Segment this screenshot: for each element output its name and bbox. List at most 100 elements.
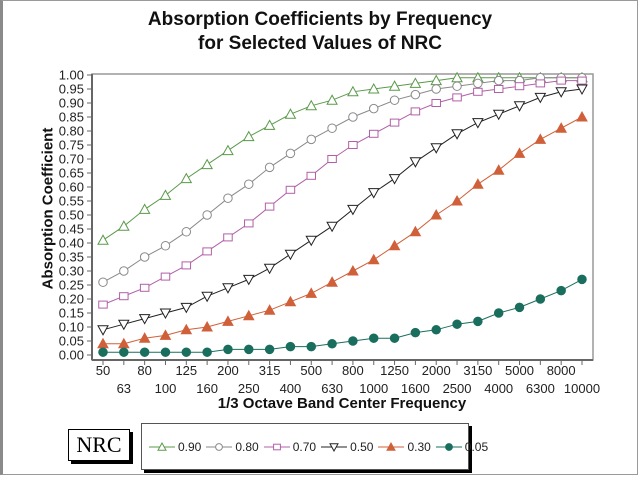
y-tick-label: 0.70 bbox=[59, 152, 84, 167]
data-point-0.05 bbox=[202, 347, 212, 357]
data-point-0.50 bbox=[347, 204, 359, 216]
legend-item: 0.90 bbox=[148, 440, 201, 454]
data-point-0.70 bbox=[348, 141, 358, 149]
data-point-0.80 bbox=[368, 103, 379, 114]
data-point-0.80 bbox=[139, 252, 150, 262]
data-point-0.90 bbox=[284, 108, 297, 119]
data-point-0.90 bbox=[97, 234, 109, 245]
data-point-0.80 bbox=[431, 84, 441, 94]
y-tick-label: 1.00 bbox=[59, 68, 84, 83]
data-point-0.70 bbox=[119, 292, 129, 301]
data-point-0.50 bbox=[388, 174, 401, 185]
data-point-0.90 bbox=[201, 158, 213, 170]
legend-marker bbox=[157, 441, 167, 451]
legend-marker-icon bbox=[149, 441, 175, 451]
chart-subtitle: for Selected Values of NRC bbox=[198, 33, 442, 54]
data-point-0.05 bbox=[139, 347, 150, 357]
legend-label: 0.05 bbox=[464, 439, 489, 454]
data-point-0.30 bbox=[409, 225, 422, 237]
data-point-0.90 bbox=[159, 189, 172, 200]
data-point-0.50 bbox=[97, 325, 109, 336]
data-point-0.30 bbox=[284, 295, 297, 307]
data-point-0.90 bbox=[263, 119, 276, 130]
data-point-0.30 bbox=[492, 164, 505, 175]
legend-marker-icon bbox=[321, 442, 348, 452]
data-point-0.70 bbox=[368, 129, 379, 138]
legend-title: NRC bbox=[68, 429, 130, 461]
data-point-0.05 bbox=[556, 285, 566, 296]
x-tick-label: 63 bbox=[117, 381, 131, 396]
data-point-0.90 bbox=[409, 77, 422, 88]
data-point-0.80 bbox=[410, 89, 421, 100]
data-point-0.50 bbox=[492, 109, 505, 121]
legend-marker bbox=[329, 442, 339, 452]
data-point-0.30 bbox=[472, 178, 484, 189]
data-point-0.80 bbox=[327, 123, 337, 133]
data-point-0.90 bbox=[117, 220, 130, 231]
data-point-0.05 bbox=[119, 347, 129, 357]
data-point-0.70 bbox=[139, 283, 150, 292]
data-point-0.70 bbox=[264, 202, 275, 211]
data-point-0.30 bbox=[576, 110, 588, 122]
data-point-0.50 bbox=[326, 221, 338, 233]
y-tick-label: 0.50 bbox=[59, 208, 84, 223]
data-point-0.30 bbox=[451, 194, 463, 206]
y-tick-label: 0.90 bbox=[59, 96, 84, 111]
data-point-0.90 bbox=[180, 172, 193, 184]
data-point-0.05 bbox=[223, 344, 233, 355]
legend: 0.90 0.80 0.70 0.50 0.30 0.05 bbox=[141, 423, 488, 470]
data-point-0.30 bbox=[388, 239, 401, 251]
data-point-0.05 bbox=[327, 339, 337, 349]
x-tick-label: 3150 bbox=[463, 363, 492, 378]
data-point-0.90 bbox=[388, 80, 401, 91]
data-point-0.90 bbox=[347, 85, 359, 97]
data-point-0.50 bbox=[117, 319, 130, 331]
x-tick-label: 6300 bbox=[526, 381, 555, 396]
data-point-0.30 bbox=[534, 133, 547, 144]
data-point-0.70 bbox=[244, 219, 254, 228]
data-point-0.05 bbox=[431, 325, 441, 335]
data-point-0.50 bbox=[159, 308, 172, 320]
y-tick-label: 0.95 bbox=[59, 82, 84, 97]
x-tick-label: 2500 bbox=[443, 381, 472, 396]
data-point-0.30 bbox=[201, 320, 213, 332]
data-point-0.30 bbox=[430, 208, 443, 220]
data-point-0.30 bbox=[513, 147, 526, 158]
y-tick-label: 0.85 bbox=[59, 110, 84, 125]
data-point-0.70 bbox=[223, 233, 233, 242]
data-point-0.70 bbox=[285, 185, 296, 194]
x-axis-label: 1/3 Octave Band Center Frequency bbox=[217, 395, 467, 412]
x-tick-label: 500 bbox=[300, 363, 322, 378]
data-point-0.90 bbox=[138, 203, 151, 214]
data-point-0.70 bbox=[410, 107, 421, 116]
data-point-0.70 bbox=[473, 87, 483, 96]
legend-item: 0.80 bbox=[205, 439, 259, 454]
legend-marker-icon bbox=[435, 442, 462, 451]
data-point-0.80 bbox=[264, 162, 275, 173]
y-tick-label: 0.75 bbox=[59, 138, 84, 153]
data-point-0.05 bbox=[410, 327, 421, 338]
legend-marker-icon bbox=[206, 442, 233, 451]
data-point-0.70 bbox=[577, 76, 587, 85]
legend-item: 0.30 bbox=[377, 440, 431, 454]
data-point-0.05 bbox=[285, 341, 296, 352]
legend-marker bbox=[215, 442, 224, 451]
y-tick-label: 0.25 bbox=[59, 278, 84, 293]
data-point-0.30 bbox=[347, 264, 359, 276]
legend-label: 0.80 bbox=[235, 439, 259, 454]
x-tick-label: 315 bbox=[259, 363, 281, 378]
x-tick-label: 160 bbox=[196, 381, 218, 396]
data-point-0.30 bbox=[305, 287, 318, 298]
data-point-0.70 bbox=[431, 99, 441, 107]
data-point-0.50 bbox=[451, 129, 463, 140]
data-point-0.80 bbox=[473, 78, 483, 89]
data-point-0.05 bbox=[306, 341, 317, 352]
data-point-0.05 bbox=[98, 347, 108, 357]
data-point-0.90 bbox=[367, 82, 380, 94]
data-point-0.90 bbox=[305, 99, 318, 111]
y-tick-label: 0.00 bbox=[59, 348, 84, 363]
x-tick-label: 100 bbox=[155, 381, 177, 396]
y-tick-label: 0.40 bbox=[59, 236, 84, 251]
